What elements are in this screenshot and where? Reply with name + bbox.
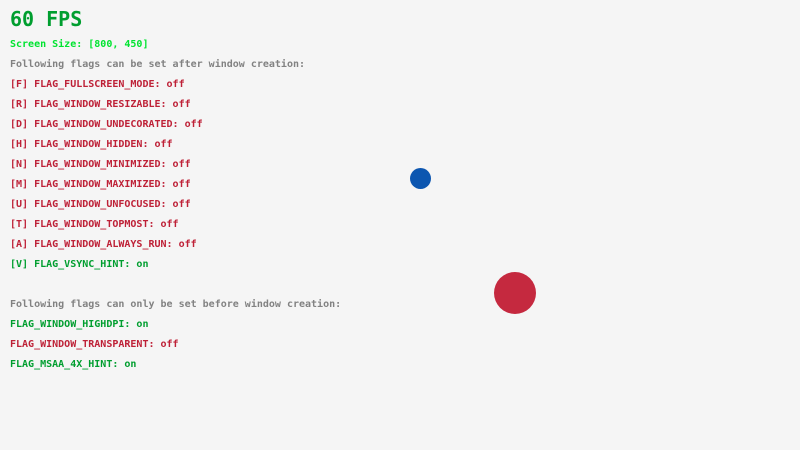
before-creation-header: Following flags can only be set before w… bbox=[10, 299, 342, 310]
after-creation-header: Following flags can be set after window … bbox=[10, 59, 306, 70]
fps-counter: 60 FPS bbox=[10, 7, 83, 31]
flag-window-minimized: [N] FLAG_WINDOW_MINIMIZED: off bbox=[10, 159, 191, 170]
bouncing-ball-red bbox=[494, 272, 536, 314]
flag-window-always-run: [A] FLAG_WINDOW_ALWAYS_RUN: off bbox=[10, 239, 197, 250]
flag-window-hidden: [H] FLAG_WINDOW_HIDDEN: off bbox=[10, 139, 173, 150]
bouncing-ball-blue bbox=[410, 168, 431, 189]
flag-window-unfocused: [U] FLAG_WINDOW_UNFOCUSED: off bbox=[10, 199, 191, 210]
flag-window-resizable: [R] FLAG_WINDOW_RESIZABLE: off bbox=[10, 99, 191, 110]
flag-window-topmost: [T] FLAG_WINDOW_TOPMOST: off bbox=[10, 219, 179, 230]
flag-fullscreen-mode: [F] FLAG_FULLSCREEN_MODE: off bbox=[10, 79, 185, 90]
flag-window-highdpi: FLAG_WINDOW_HIGHDPI: on bbox=[10, 319, 149, 330]
flag-window-undecorated: [D] FLAG_WINDOW_UNDECORATED: off bbox=[10, 119, 203, 130]
flag-window-transparent: FLAG_WINDOW_TRANSPARENT: off bbox=[10, 339, 179, 350]
flag-vsync-hint: [V] FLAG_VSYNC_HINT: on bbox=[10, 259, 149, 270]
flag-window-maximized: [M] FLAG_WINDOW_MAXIMIZED: off bbox=[10, 179, 191, 190]
screen-size-label: Screen Size: [800, 450] bbox=[10, 39, 149, 50]
flag-msaa-4x-hint: FLAG_MSAA_4X_HINT: on bbox=[10, 359, 137, 370]
